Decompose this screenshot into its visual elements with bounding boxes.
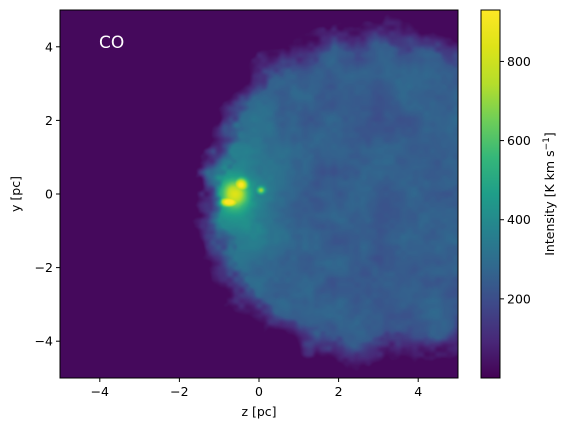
colorbar-tick-label: 200 xyxy=(507,291,531,306)
heatmap xyxy=(60,10,458,378)
heatmap-canvas xyxy=(60,10,458,378)
x-tick-label: 0 xyxy=(255,384,263,399)
y-axis-label: y [pc] xyxy=(8,176,23,212)
x-tick-label: −2 xyxy=(170,384,188,399)
y-tick-label: 0 xyxy=(45,187,53,202)
colorbar-label-sup: −1 xyxy=(542,137,552,150)
x-tick-label: 2 xyxy=(335,384,343,399)
panel-label: CO xyxy=(99,33,124,53)
colorbar-tick-label: 400 xyxy=(507,212,531,227)
x-tick-label: 4 xyxy=(414,384,422,399)
colorbar-label-end: ] xyxy=(542,132,557,137)
colorbar-tick-label: 800 xyxy=(507,54,531,69)
y-axis: −4 −2 0 2 4 xyxy=(35,39,60,349)
x-tick-label: −4 xyxy=(91,384,109,399)
colorbar-tick-label: 600 xyxy=(507,133,531,148)
colorbar-ticks: 200 400 600 800 xyxy=(500,54,531,306)
colorbar xyxy=(480,9,501,379)
y-tick-label: −2 xyxy=(35,260,53,275)
y-tick-label: 4 xyxy=(45,39,53,54)
colorbar-label: Intensity [K km s−1] xyxy=(542,132,557,256)
colorbar-label-main: Intensity [K km s xyxy=(542,150,557,255)
y-tick-label: −4 xyxy=(35,334,53,349)
y-tick-label: 2 xyxy=(45,113,53,128)
x-axis: −4 −2 0 2 4 xyxy=(91,378,422,399)
x-axis-label: z [pc] xyxy=(241,404,276,419)
